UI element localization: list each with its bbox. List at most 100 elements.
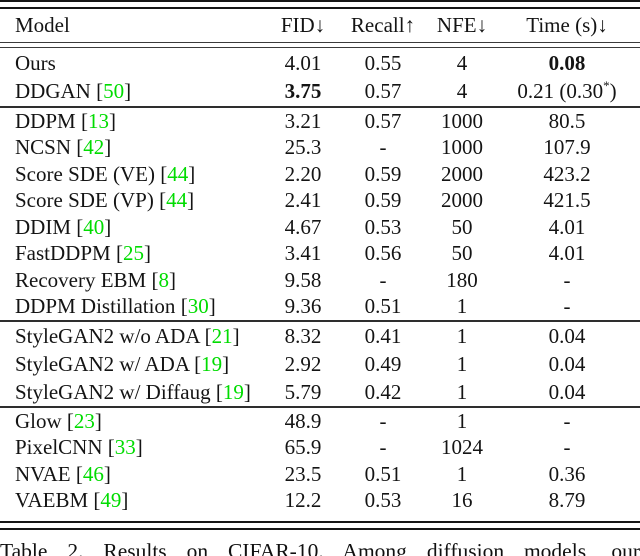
citation-number: 40 xyxy=(83,214,105,239)
citation-ref[interactable]: [19] xyxy=(188,351,230,376)
model-name: Ours xyxy=(15,50,56,75)
table-row: StyleGAN2 w/ ADA [19] 2.92 0.49 1 0.04 xyxy=(0,350,640,378)
citation-ref[interactable]: [44] xyxy=(154,161,196,186)
recall-cell: - xyxy=(379,135,387,160)
citation-ref[interactable]: [23] xyxy=(61,408,102,433)
section-divider xyxy=(0,106,640,108)
model-cell: Score SDE (VE) [44] xyxy=(0,162,270,187)
table-section: Glow [23] 48.9-1- PixelCNN [33] 65.9-1024- N… xyxy=(0,408,640,521)
table-row: DDIM [40] 4.67 0.53 50 4.01 xyxy=(0,214,640,241)
model-name: Score SDE (VP) xyxy=(15,188,154,213)
fid-cell: 3.41 xyxy=(284,241,322,266)
time-cell: 0.04 xyxy=(548,351,586,376)
table-section: StyleGAN2 w/o ADA [21] 8.32 0.41 1 0.04 Style… xyxy=(0,322,640,406)
fid-cell: 3.21 xyxy=(284,108,322,133)
time-cell: 421.5 xyxy=(543,188,591,213)
citation-ref[interactable]: [33] xyxy=(102,435,143,460)
table-row: NCSN [42] 25.3 - 1000 107.9 xyxy=(0,135,640,162)
fid-cell: 9.58 xyxy=(284,267,322,292)
time-cell: 80.5 xyxy=(548,108,586,133)
time-cell: - xyxy=(563,408,571,433)
model-name: NCSN xyxy=(15,135,72,160)
section-divider xyxy=(0,320,640,322)
model-name: Recovery EBM xyxy=(15,267,147,292)
table-row: PixelCNN [33] 65.9 - 1024 - xyxy=(0,435,640,462)
fid-cell: 23.5 xyxy=(284,461,322,486)
fid-cell: 4.01 xyxy=(284,50,322,75)
model-cell: NCSN [42] xyxy=(0,135,270,160)
column-header-fid: FID↓ xyxy=(280,13,326,37)
model-name: PixelCNN xyxy=(15,435,103,460)
model-name: VAEBM xyxy=(15,488,89,513)
table-section: DDPM [13] 3.21 0.57 1000 80.5 NCSN [42] 25.3 - 1… xyxy=(0,108,640,320)
citation-ref[interactable]: [13] xyxy=(75,108,116,133)
citation-number: 42 xyxy=(83,135,105,160)
table-row: FastDDPM [25] 3.41 0.56 50 4.01 xyxy=(0,241,640,268)
fid-cell: 8.32 xyxy=(284,323,322,348)
table-header-row: Model FID↓ Recall↑ NFE↓ Time (s)↓ xyxy=(0,9,640,42)
nfe-cell: 2000 xyxy=(441,188,483,213)
recall-cell: 0.55 xyxy=(364,50,402,75)
citation-ref[interactable]: [42] xyxy=(71,135,112,160)
citation-ref[interactable]: [21] xyxy=(199,323,240,348)
citation-number: 33 xyxy=(114,435,136,460)
recall-cell: 0.51 xyxy=(364,294,402,319)
recall-cell: 0.42 xyxy=(364,379,402,404)
model-name: Score SDE (VE) xyxy=(15,161,155,186)
citation-number: 13 xyxy=(87,108,109,133)
citation-number: 23 xyxy=(73,408,95,433)
model-name: StyleGAN2 w/ Diffaug xyxy=(15,379,211,404)
citation-ref[interactable]: [30] xyxy=(175,294,216,319)
fid-cell: 2.92 xyxy=(284,351,322,376)
time-cell: 4.01 xyxy=(548,241,586,266)
table-row: VAEBM [49] 12.2 0.53 16 8.79 xyxy=(0,488,640,515)
recall-cell: 0.53 xyxy=(364,214,402,239)
citation-ref[interactable]: [44] xyxy=(153,188,195,213)
citation-ref[interactable]: [49] xyxy=(88,488,129,513)
citation-ref[interactable]: [25] xyxy=(110,241,151,266)
citation-number: 19 xyxy=(222,379,244,404)
table-rule-bottom xyxy=(0,521,640,530)
citation-ref[interactable]: [8] xyxy=(146,267,176,292)
table-body: Ours 4.01 0.55 4 0.08 DDGAN [50] 3.75 0.57 4 0.21… xyxy=(0,48,640,521)
nfe-cell: 4 xyxy=(456,50,468,75)
time-cell: - xyxy=(563,267,571,292)
table-row: DDPM [13] 3.21 0.57 1000 80.5 xyxy=(0,108,640,135)
column-header-model: Model xyxy=(15,13,70,37)
citation-number: 49 xyxy=(100,488,122,513)
nfe-cell: 1 xyxy=(456,351,468,376)
table-rule-top xyxy=(0,0,640,9)
citation-ref[interactable]: [19] xyxy=(210,379,251,404)
nfe-cell: 1000 xyxy=(441,108,483,133)
column-header-time: Time (s)↓ xyxy=(526,13,608,37)
recall-cell: 0.59 xyxy=(364,161,402,186)
citation-number: 21 xyxy=(211,323,233,348)
nfe-cell: 1024 xyxy=(441,435,483,460)
model-name: StyleGAN2 w/ ADA xyxy=(15,351,189,376)
recall-cell: - xyxy=(379,267,387,292)
time-cell: 8.79 xyxy=(548,488,586,513)
model-cell: NVAE [46] xyxy=(0,462,270,487)
recall-cell: 0.56 xyxy=(364,241,402,266)
model-name: DDPM xyxy=(15,108,76,133)
recall-cell: 0.57 xyxy=(364,108,402,133)
time-cell: 0.04 xyxy=(548,379,586,404)
table-row: Score SDE (VE) [44] 2.20 0.59 2000 423.2 xyxy=(0,161,640,188)
table-rule-header xyxy=(0,42,640,48)
table-row: DDPM Distillation [30] 9.36 0.51 1 - xyxy=(0,294,640,321)
time-cell: - xyxy=(563,294,571,319)
model-cell: StyleGAN2 w/o ADA [21] xyxy=(0,324,270,349)
citation-number: 19 xyxy=(201,351,223,376)
citation-ref[interactable]: [50] xyxy=(90,78,132,103)
nfe-cell: 16 xyxy=(451,488,473,513)
model-cell: DDGAN [50] xyxy=(0,79,270,104)
citation-ref[interactable]: [46] xyxy=(70,461,111,486)
citation-number: 25 xyxy=(122,241,144,266)
model-cell: Recovery EBM [8] xyxy=(0,268,270,293)
citation-number: 44 xyxy=(167,161,189,186)
nfe-cell: 1 xyxy=(456,379,468,404)
citation-ref[interactable]: [40] xyxy=(71,214,112,239)
model-cell: StyleGAN2 w/ ADA [19] xyxy=(0,352,270,377)
model-name: FastDDPM xyxy=(15,241,111,266)
